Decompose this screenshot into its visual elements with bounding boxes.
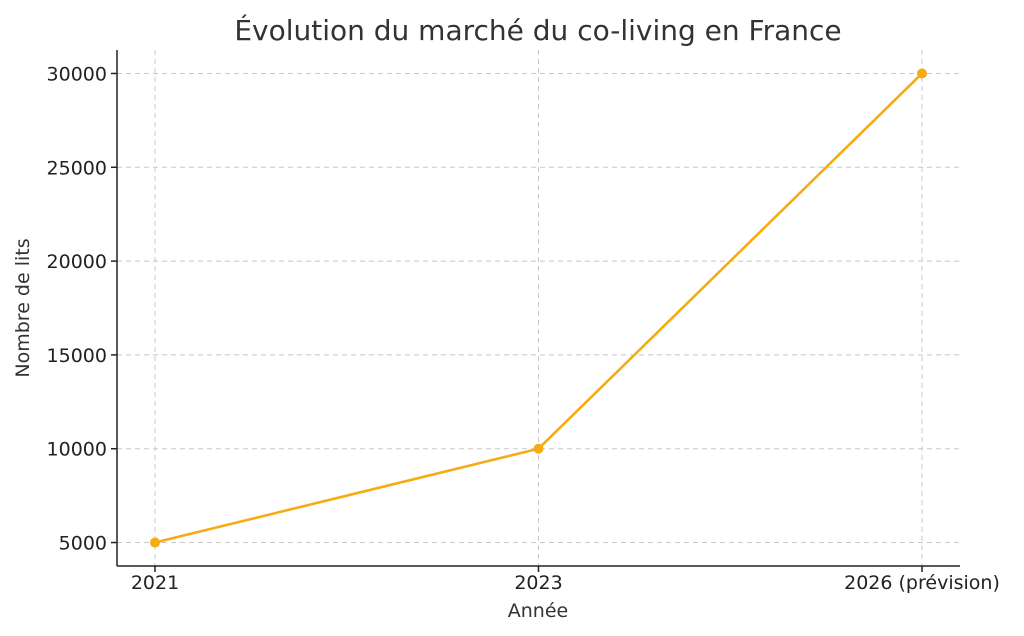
- series: [150, 68, 927, 548]
- y-axis-label: Nombre de lits: [12, 238, 34, 377]
- y-tick-label: 5000: [59, 533, 107, 555]
- y-tick-label: 30000: [47, 63, 107, 85]
- data-point: [150, 537, 160, 548]
- x-tick-label: 2026 (prévision): [844, 572, 1000, 594]
- x-tick-label: 2023: [514, 572, 562, 594]
- data-point: [533, 443, 544, 454]
- data-point: [917, 68, 927, 79]
- x-axis-ticks: 2021 2023 2026 (prévision): [131, 566, 1000, 594]
- axes: [116, 50, 960, 567]
- x-axis-label: Année: [508, 600, 568, 622]
- y-tick-label: 15000: [47, 345, 107, 367]
- chart-title: Évolution du marché du co-living en Fran…: [234, 13, 841, 47]
- y-tick-label: 25000: [47, 157, 107, 179]
- x-tick-label: 2021: [131, 572, 179, 594]
- grid: [117, 50, 960, 566]
- y-axis-ticks: 5000 10000 15000 20000 25000 30000: [47, 63, 117, 555]
- y-tick-label: 10000: [47, 439, 107, 461]
- y-tick-label: 20000: [47, 251, 107, 273]
